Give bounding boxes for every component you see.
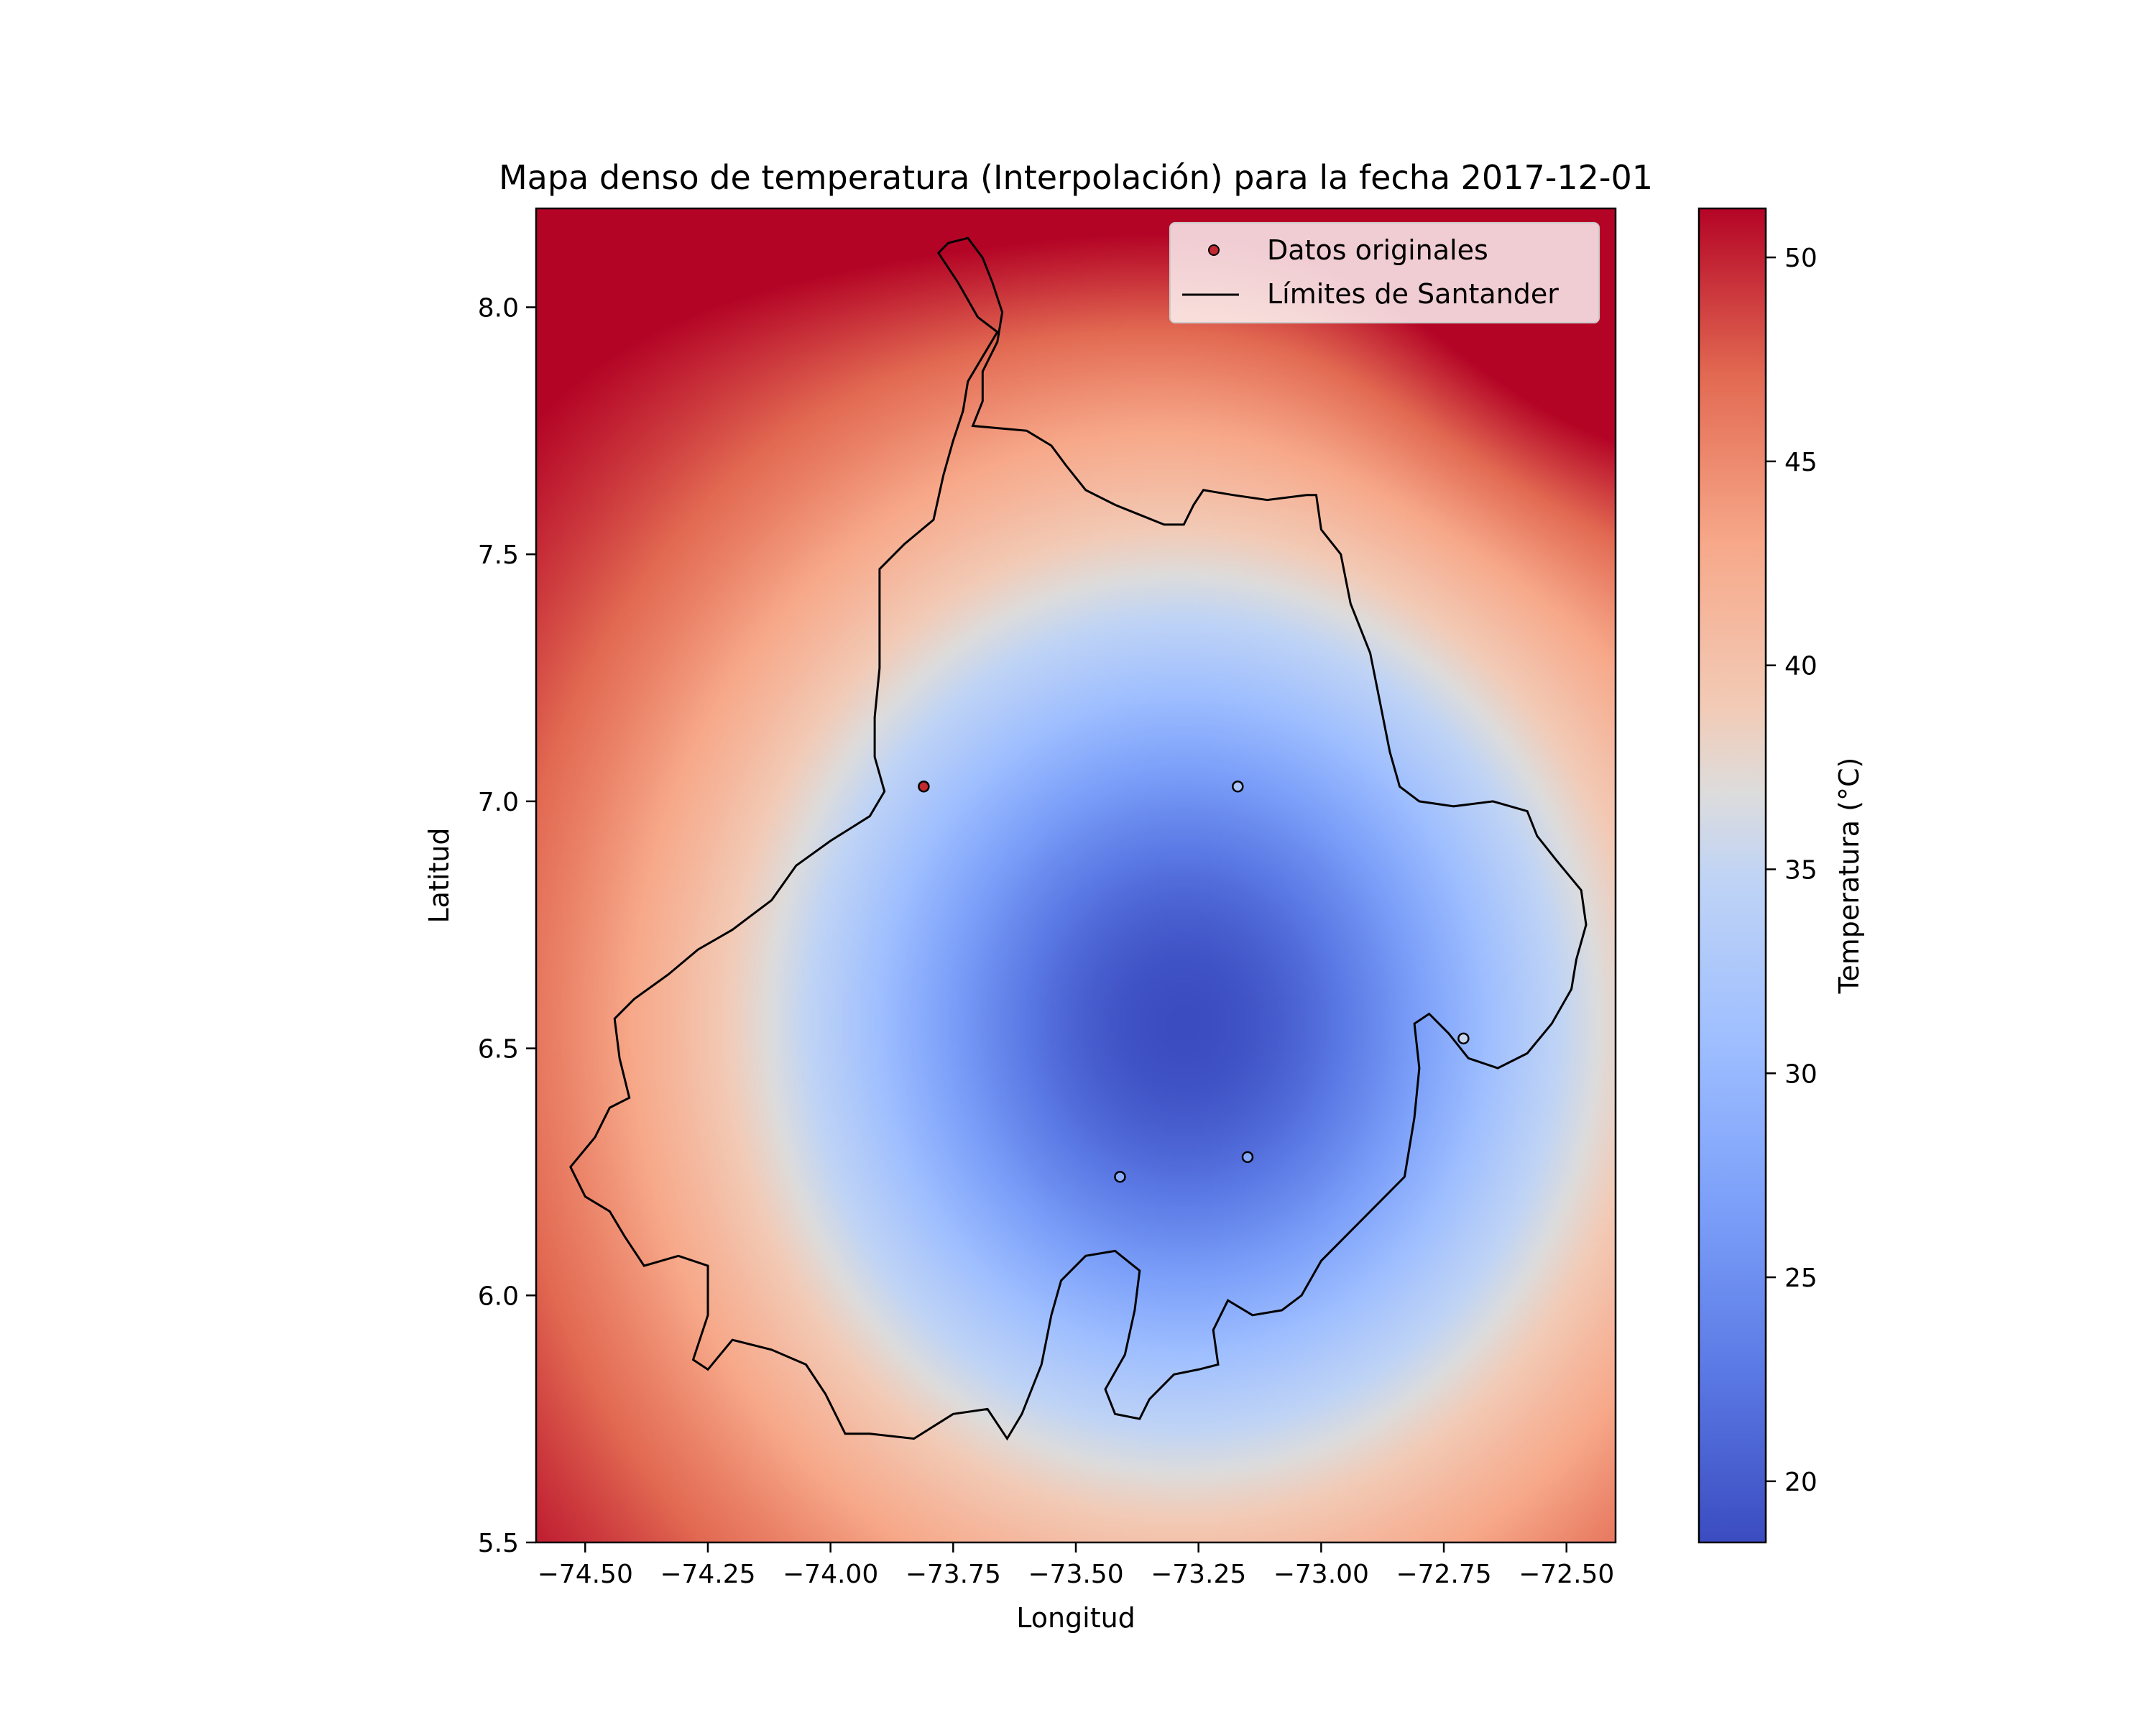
y-axis: 5.5 6.0 6.5 7.0 7.5 8.0 [478, 293, 536, 1558]
data-point [1114, 1171, 1126, 1183]
colorbar-tick-label: 20 [1784, 1468, 1818, 1497]
chart-title: Mapa denso de temperatura (Interpolación… [499, 158, 1653, 197]
x-axis: −74.50 −74.25 −74.00 −73.75 −73.50 −73.25 −73.… [538, 1542, 1614, 1589]
x-tick-label: −74.50 [538, 1560, 633, 1589]
y-tick-label: 7.0 [478, 788, 519, 817]
colorbar-tick-label: 40 [1784, 652, 1818, 681]
legend-label-points: Datos originales [1267, 234, 1488, 266]
heatmap-canvas [536, 208, 1616, 1542]
legend-marker-points [1208, 244, 1220, 256]
y-tick-label: 7.5 [478, 540, 519, 570]
boundary-layer [569, 236, 1588, 1441]
data-point [918, 781, 930, 793]
colorbar-gradient [1697, 207, 1767, 1544]
x-tick-label: −72.50 [1519, 1560, 1614, 1589]
colorbar-label: Temperatura (°C) [1833, 758, 1865, 995]
colorbar-tick-label: 25 [1784, 1264, 1818, 1293]
colorbar-ticks: 20 25 30 35 40 45 50 [1766, 244, 1818, 1497]
colorbar-tick-label: 50 [1784, 244, 1818, 273]
x-tick-label: −73.50 [1028, 1560, 1123, 1589]
y-axis-label: Latitud [423, 827, 455, 923]
data-point [1232, 781, 1244, 793]
data-point [1241, 1151, 1254, 1164]
x-tick-label: −74.25 [660, 1560, 755, 1589]
data-point [1457, 1032, 1470, 1045]
legend-box [1169, 222, 1600, 323]
y-tick-label: 6.5 [478, 1035, 519, 1064]
x-tick-label: −73.75 [906, 1560, 1001, 1589]
colorbar-tick-label: 35 [1784, 855, 1818, 885]
x-tick-label: −72.75 [1396, 1560, 1491, 1589]
heatmap-area [536, 208, 1616, 1542]
data-points-layer [918, 781, 1470, 1183]
x-tick-label: −73.25 [1151, 1560, 1246, 1589]
y-tick-label: 6.0 [478, 1282, 519, 1311]
y-tick-label: 5.5 [478, 1529, 519, 1558]
santander-boundary [569, 236, 1588, 1441]
colorbar-tick-label: 30 [1784, 1059, 1818, 1089]
colorbar-tick-label: 45 [1784, 448, 1818, 477]
legend-label-boundary: Límites de Santander [1267, 278, 1559, 310]
legend: Datos originales Límites de Santander [1169, 222, 1600, 323]
y-tick-label: 8.0 [478, 293, 519, 323]
x-axis-label: Longitud [1016, 1602, 1135, 1634]
x-tick-label: −74.00 [783, 1560, 878, 1589]
colorbar: 20 25 30 35 40 45 50 Temperatura (°C) [1697, 207, 1865, 1544]
x-tick-label: −73.00 [1273, 1560, 1369, 1589]
